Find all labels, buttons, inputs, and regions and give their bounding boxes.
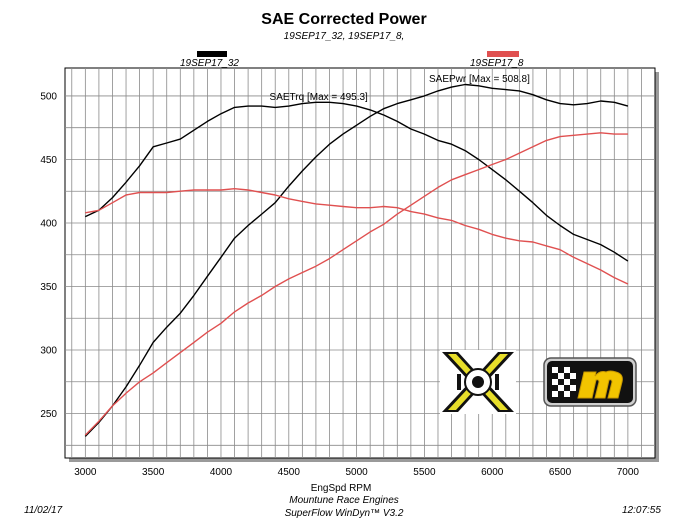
footer-company: Mountune Race Engines <box>289 495 399 506</box>
grid-horizontal <box>65 95 655 446</box>
y-tick-label: 450 <box>40 155 57 166</box>
x-tick-label: 7000 <box>617 467 640 478</box>
m-logo <box>543 357 637 407</box>
legend-label-19SEP17_8: 19SEP17_8 <box>470 58 524 69</box>
y-tick-label: 300 <box>40 346 57 357</box>
x-tick-label: 3000 <box>74 467 97 478</box>
footer-software: SuperFlow WinDyn™ V3.2 <box>284 508 404 519</box>
y-tick-label: 350 <box>40 282 57 293</box>
x-tick-label: 5500 <box>413 467 436 478</box>
x-axis-label: EngSpd RPM <box>311 483 372 494</box>
chart-title: SAE Corrected Power <box>261 11 427 28</box>
chart-subtitle: 19SEP17_32, 19SEP17_8, <box>283 31 405 42</box>
x-tick-label: 5000 <box>345 467 368 478</box>
series-layer <box>84 83 629 437</box>
legend-swatch-19SEP17_32 <box>197 51 227 57</box>
y-tick-label: 250 <box>40 409 57 420</box>
y-tick-label: 400 <box>40 218 57 229</box>
series-line-1 <box>84 83 629 437</box>
x-tick-label: 6000 <box>481 467 504 478</box>
x-tick-label: 6500 <box>549 467 572 478</box>
footer-date: 11/02/17 <box>24 505 63 516</box>
x-tick-label: 4500 <box>278 467 301 478</box>
annotation-saepwr: SAEPwr [Max = 508.8] <box>429 74 530 85</box>
x-logo <box>440 350 516 414</box>
annotation-saetrq: SAETrq [Max = 495.3] <box>270 92 369 103</box>
x-tick-label: 4000 <box>210 467 233 478</box>
x-tick-label: 3500 <box>142 467 165 478</box>
series-line-3 <box>84 132 628 436</box>
y-tick-label: 500 <box>40 91 57 102</box>
series-line-2 <box>85 188 629 285</box>
series-line-0 <box>85 101 629 262</box>
legend-swatch-19SEP17_8 <box>487 51 519 57</box>
x-tick-labels: 3000 3500 4000 4500 5000 5500 6000 6500 7000 <box>74 467 639 478</box>
y-tick-labels: 250 300 350 400 450 500 <box>40 91 57 420</box>
footer-time: 12:07:55 <box>622 505 661 516</box>
legend-label-19SEP17_32: 19SEP17_32 <box>180 58 239 69</box>
